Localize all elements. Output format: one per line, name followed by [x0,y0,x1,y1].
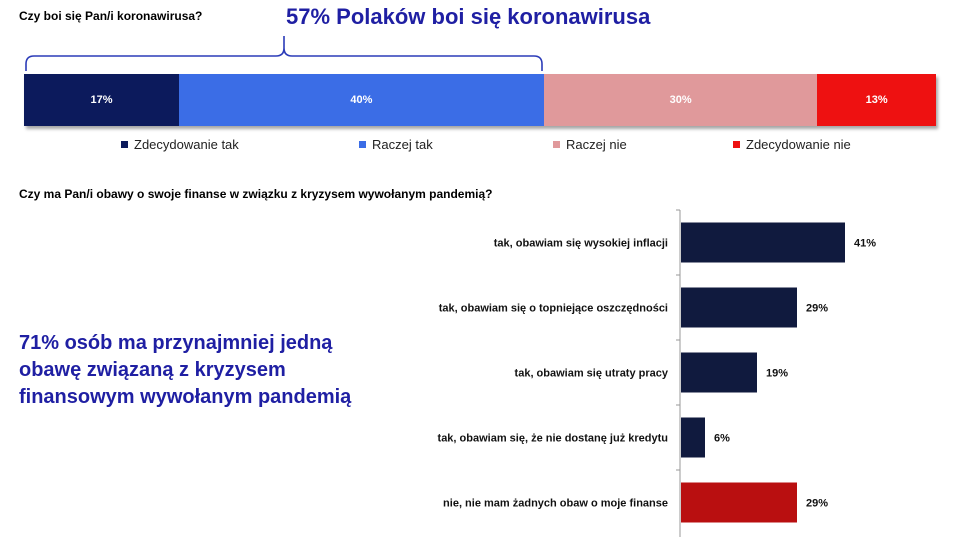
stacked-bar: 17% 40% 30% 13% [24,74,936,126]
callout-text: 71% osób ma przynajmniej jedną obawę zwi… [19,332,352,408]
stack-segment-label: 40% [350,94,373,106]
stack-segment-label: 13% [865,94,888,106]
category-label: tak, obawiam się, że nie dostanę już kre… [438,433,668,445]
legend-item: Raczej nie [553,137,627,152]
bar-5 [681,482,797,523]
stack-segment-2: 40% [179,74,544,126]
stack-segment-1: 17% [24,74,180,126]
category-label: tak, obawiam się utraty pracy [515,368,669,380]
bar-3 [681,352,757,393]
bracket-annotation [25,36,543,71]
legend-label: Zdecydowanie nie [746,137,851,152]
legend-item: Zdecydowanie tak [121,137,239,152]
legend-swatch [733,141,740,148]
stack-segment-label: 17% [90,94,113,106]
bar-value-label: 29% [806,303,828,315]
legend-swatch [121,141,128,148]
question-2: Czy ma Pan/i obawy o swoje finanse w zwi… [19,187,493,201]
category-label: tak, obawiam się o topniejące oszczędnoś… [439,303,668,315]
question-1: Czy boi się Pan/i koronawirusa? [19,9,203,23]
bar-value-label: 29% [806,498,828,510]
legend-item: Raczej tak [359,137,433,152]
legend-label: Raczej tak [372,137,433,152]
bar-4 [681,417,705,458]
legend-label: Raczej nie [566,137,627,152]
legend-item: Zdecydowanie nie [733,137,851,152]
bar-1 [681,222,845,263]
bar-2 [681,287,797,328]
category-label: nie, nie mam żadnych obaw o moje finanse [443,498,668,510]
headline-annotation: 57% Polaków boi się koronawirusa [286,4,651,29]
bar-value-label: 19% [766,368,788,380]
stack-segment-label: 30% [669,94,692,106]
legend-swatch [359,141,366,148]
stack-segment-3: 30% [543,74,818,126]
category-label: tak, obawiam się wysokiej inflacji [494,238,668,250]
bar-value-label: 41% [854,238,876,250]
stack-segment-4: 13% [817,74,936,126]
legend-swatch [553,141,560,148]
legend: Zdecydowanie tak Raczej tak Raczej nie Zdec… [0,137,960,153]
legend-label: Zdecydowanie tak [134,137,239,152]
bar-value-label: 6% [714,433,730,445]
